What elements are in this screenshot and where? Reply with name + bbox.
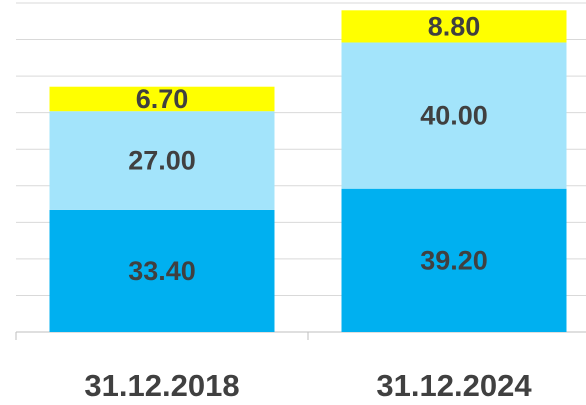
x-tick-label: 31.12.2024 bbox=[376, 368, 532, 403]
data-label: 40.00 bbox=[420, 101, 488, 131]
bar-segment bbox=[341, 42, 567, 189]
bar-segment bbox=[341, 188, 567, 332]
data-label: 8.80 bbox=[428, 12, 481, 42]
bar-segment bbox=[49, 209, 275, 332]
bar-segment bbox=[49, 111, 275, 210]
x-tick-label: 31.12.2018 bbox=[84, 368, 239, 403]
data-label: 27.00 bbox=[128, 146, 196, 176]
data-label: 6.70 bbox=[136, 84, 189, 114]
data-label: 33.40 bbox=[128, 256, 196, 286]
bar-segment bbox=[341, 10, 567, 43]
bar-segment bbox=[49, 86, 275, 112]
data-label: 39.20 bbox=[420, 245, 488, 275]
